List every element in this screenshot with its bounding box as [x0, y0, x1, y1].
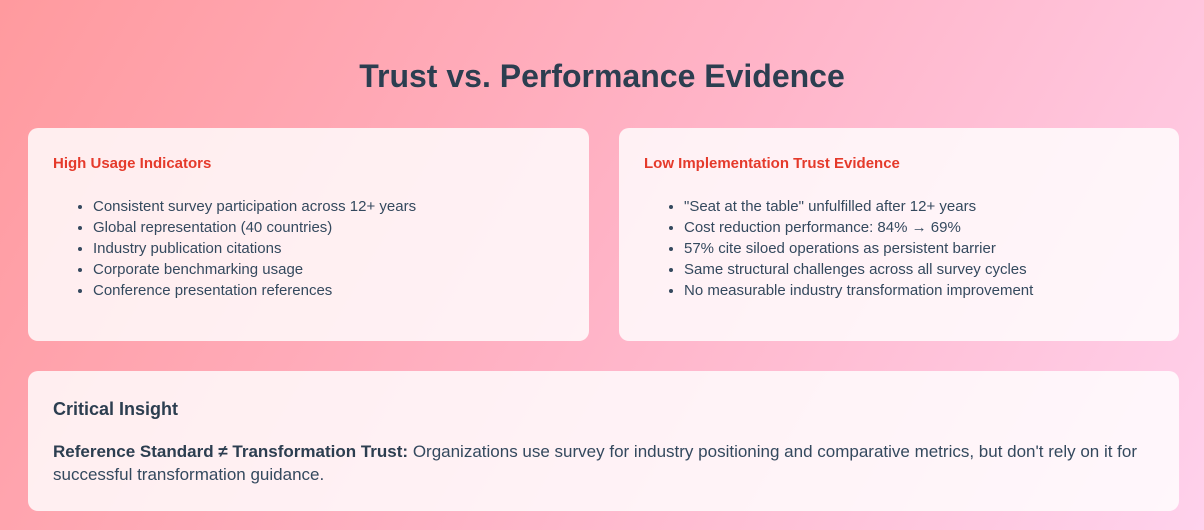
- list-item: No measurable industry transformation im…: [684, 280, 1154, 301]
- list-item: Conference presentation references: [93, 280, 564, 301]
- list-item: Industry publication citations: [93, 238, 564, 259]
- page-title: Trust vs. Performance Evidence: [359, 58, 845, 94]
- item-list: Consistent survey participation across 1…: [53, 196, 564, 301]
- list-item: Cost reduction performance: 84% → 69%: [684, 217, 1154, 238]
- card-heading: High Usage Indicators: [53, 155, 212, 172]
- item-list: "Seat at the table" unfulfilled after 12…: [644, 196, 1154, 301]
- insight-text: Reference Standard ≠ Transformation Trus…: [53, 440, 1154, 486]
- insight-body: Organizations use survey for industry po…: [53, 442, 1138, 484]
- list-item: Global representation (40 countries): [93, 217, 564, 238]
- list-item: Same structural challenges across all su…: [684, 259, 1154, 280]
- insight-lead: Reference Standard ≠ Transformation Trus…: [53, 442, 409, 461]
- insight-heading: Critical Insight: [53, 399, 179, 419]
- card-heading: Low Implementation Trust Evidence: [644, 155, 900, 172]
- list-item: 57% cite siloed operations as persistent…: [684, 238, 1154, 259]
- list-item: "Seat at the table" unfulfilled after 12…: [684, 196, 1154, 217]
- card: High Usage Indicators Consistent survey …: [28, 128, 589, 341]
- list-item: Consistent survey participation across 1…: [93, 196, 564, 217]
- insight-card: Critical Insight Reference Standard ≠ Tr…: [28, 371, 1179, 511]
- list-item: Corporate benchmarking usage: [93, 259, 564, 280]
- card: Low Implementation Trust Evidence "Seat …: [619, 128, 1179, 341]
